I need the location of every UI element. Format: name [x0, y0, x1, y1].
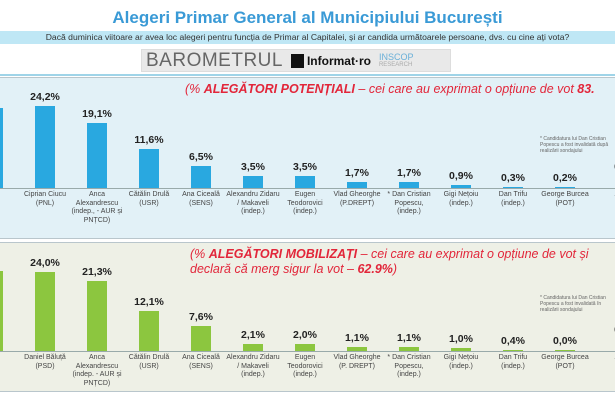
bar [191, 165, 211, 188]
bar [243, 344, 263, 351]
page-title: Alegeri Primar General al Municipiului B… [112, 8, 503, 27]
data-label: 6,5% [189, 150, 213, 163]
data-label: 1,1% [397, 332, 421, 345]
category-label: * Dan Cristian Popescu, (indep.) [387, 191, 431, 215]
data-label: % [0, 93, 18, 105]
category-label: Alexandru Zidaru / Makaveli (indep.) [226, 354, 280, 378]
category-label: Ana Ciceală (SENS) [182, 191, 220, 207]
bar [503, 349, 523, 351]
category-label: n [0, 354, 20, 363]
chart-title: (% ALEGĂTORI POTENȚIALI – cei care au ex… [185, 82, 595, 96]
footnote: * Candidatura lui Dan Cristian Popescu a… [540, 295, 606, 313]
bar [35, 271, 55, 351]
inscop-logo-sub: RESEARCH [378, 61, 413, 68]
data-label: 3,5% [241, 161, 265, 174]
bar [35, 105, 55, 188]
chart-title: (% ALEGĂTORI MOBILIZAȚI – cei care au ex… [190, 247, 589, 276]
data-label: 0 [592, 324, 615, 336]
data-label: 1,1% [345, 332, 369, 345]
category-label: George Burcea (POT) [541, 354, 589, 370]
category-label: Anca Alexandrescu (indep. - AUR și PNȚCD… [72, 354, 122, 387]
bar [295, 176, 315, 188]
x-axis [0, 351, 615, 352]
bar [347, 347, 367, 351]
bar [243, 176, 263, 188]
inscop-logo-text: INSCOP [378, 51, 414, 62]
bar [295, 344, 315, 351]
informat-logo: Informat·ro [290, 53, 371, 68]
category-label: Cătălin Drulă (USR) [128, 191, 170, 207]
data-label: 19,1% [82, 108, 112, 121]
bar [87, 123, 107, 188]
chart-mobilized-voters: (% ALEGĂTORI MOBILIZAȚI – cei care au ex… [0, 242, 615, 392]
category-label: Anca Alexandrescu (indep., - AUR și PNȚC… [71, 191, 123, 224]
separator [0, 74, 615, 76]
category-label: A [590, 191, 615, 200]
data-label: 0,9% [449, 169, 473, 182]
bar [0, 108, 3, 188]
bar [555, 349, 575, 351]
chart-potential-voters: (% ALEGĂTORI POTENȚIALI – cei care au ex… [0, 77, 615, 239]
bar [451, 347, 471, 351]
category-label: * Dan Cristian Popescu, (indep.) [387, 354, 431, 378]
category-label: Gigi Nețoiu (indep.) [443, 191, 479, 207]
informat-logo-text: Informat·ro [306, 53, 371, 68]
data-label: 2,1% [241, 329, 265, 342]
bar [87, 280, 107, 351]
category-label: Ana Ciceală (SENS) [182, 354, 220, 370]
data-label: % [0, 256, 18, 268]
bar [0, 271, 3, 351]
data-label: 12,1% [134, 296, 164, 309]
x-axis [0, 188, 615, 189]
footnote: * Candidatura lui Dan Cristian Popescu a… [540, 136, 609, 154]
data-label: 1,7% [345, 167, 369, 180]
category-label: Ciprian Ciucu (PNL) [23, 191, 67, 207]
category-label: A [590, 354, 615, 363]
logos-strip: BAROMETRUL Informat·ro INSCOP RESEARCH [141, 49, 451, 72]
data-label: 7,6% [189, 310, 213, 323]
bar [399, 347, 419, 351]
bar [191, 325, 211, 351]
bar [503, 186, 523, 188]
data-label: 24,2% [30, 90, 60, 103]
data-label: 24,0% [30, 256, 60, 269]
category-label: Alexandru Zidaru / Makaveli (indep.) [226, 191, 280, 215]
category-label: Eugen Teodorovici (indep.) [287, 191, 323, 215]
bar [139, 311, 159, 351]
category-label: Dan Trifu (indep.) [498, 354, 528, 370]
category-label: Daniel Băluță (PSD) [24, 354, 66, 370]
bar [399, 182, 419, 188]
data-label: 0,3% [501, 171, 525, 184]
data-label: 0,2% [553, 171, 577, 184]
data-label: 21,3% [82, 265, 112, 278]
inscop-logo: INSCOP RESEARCH [378, 51, 414, 69]
data-label: 1,0% [449, 332, 473, 345]
data-label: 0,0% [553, 334, 577, 347]
category-label: Dan Trifu (indep.) [498, 191, 528, 207]
data-label: 0 [592, 161, 615, 173]
survey-question: Dacă duminica viitoare ar avea loc alege… [0, 31, 615, 44]
data-label: 0,4% [501, 334, 525, 347]
data-label: 11,6% [134, 133, 164, 146]
bar [555, 186, 575, 188]
bar [139, 148, 159, 188]
data-label: 2,0% [293, 329, 317, 342]
category-label: Gigi Nețoiu (indep.) [443, 354, 479, 370]
bar [347, 182, 367, 188]
category-label: Cătălin Drulă (USR) [128, 354, 170, 370]
bar [451, 184, 471, 188]
category-label: Eugen Teodorovici (indep.) [287, 354, 323, 378]
category-label: Vlad Gheorghe (P.DREPT) [333, 191, 381, 207]
data-label: 3,5% [293, 161, 317, 174]
category-label: Vlad Gheorghe (P. DREPT) [333, 354, 381, 370]
informat-logo-icon [290, 53, 304, 68]
barometrul-logo: BAROMETRUL [146, 49, 283, 71]
data-label: 1,7% [397, 167, 421, 180]
category-label: George Burcea (POT) [541, 191, 589, 207]
